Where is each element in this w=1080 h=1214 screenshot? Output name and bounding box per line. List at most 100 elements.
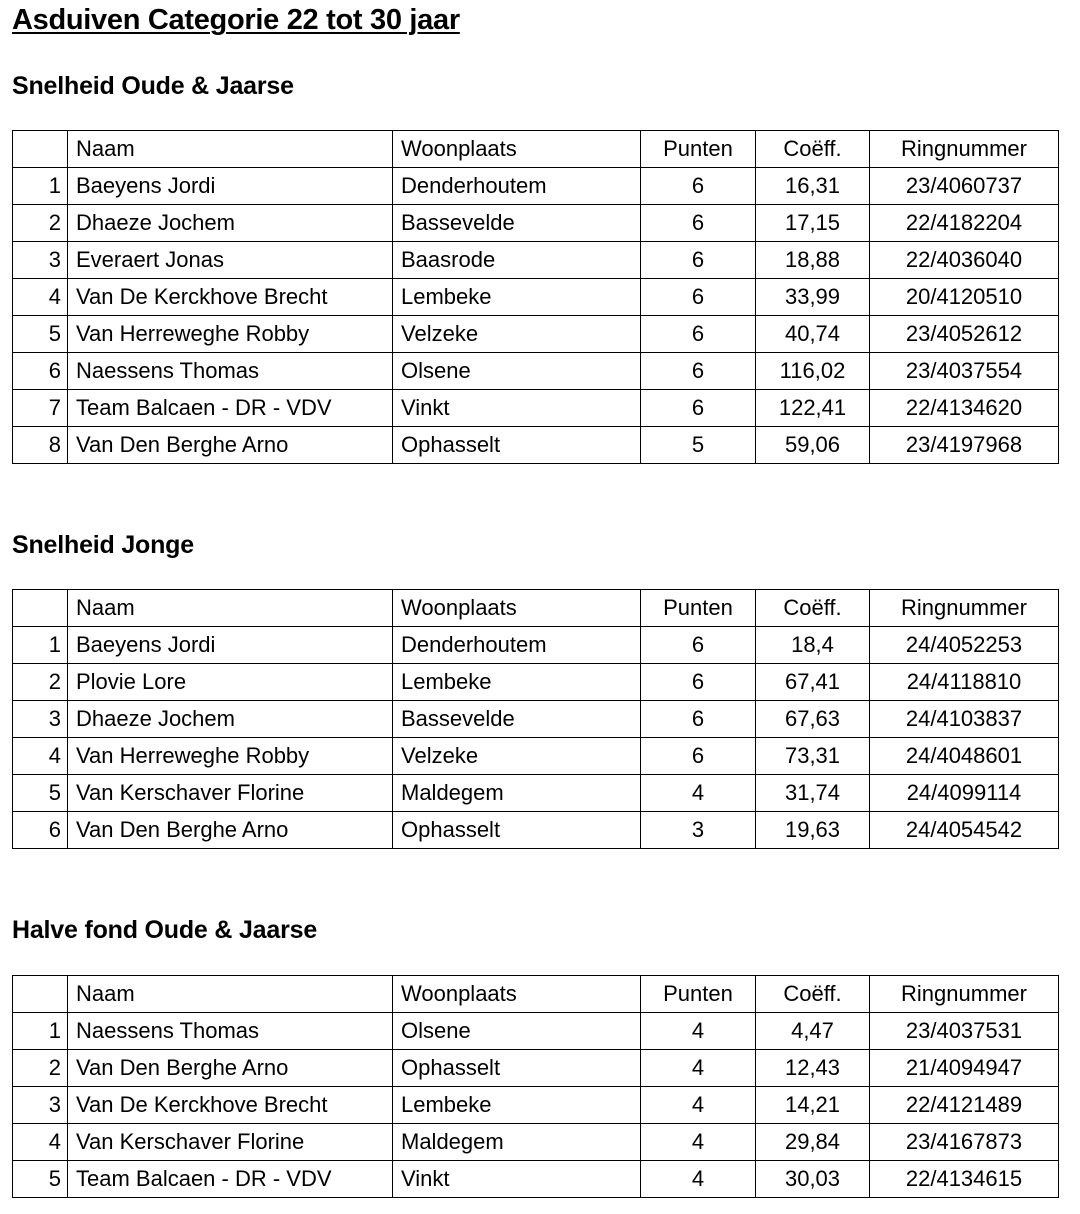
cell-ringnummer: 22/4134620: [869, 389, 1059, 427]
table-header-row: Naam Woonplaats Punten Coëff. Ringnummer: [12, 130, 1059, 168]
cell-naam: Baeyens Jordi: [67, 167, 393, 205]
column-header-naam: Naam: [67, 975, 393, 1013]
cell-ringnummer: 24/4054542: [869, 811, 1059, 849]
results-table: Naam Woonplaats Punten Coëff. Ringnummer 1 Nae…: [12, 975, 1059, 1198]
table-row: 2 Van Den Berghe Arno Ophasselt 4 12,43 21/40…: [12, 1049, 1059, 1087]
cell-coeff: 19,63: [755, 811, 870, 849]
column-header-ringnummer: Ringnummer: [869, 589, 1059, 627]
cell-rank: 2: [12, 663, 68, 701]
cell-punten: 6: [640, 352, 756, 390]
cell-ringnummer: 24/4118810: [869, 663, 1059, 701]
cell-naam: Naessens Thomas: [67, 352, 393, 390]
table-row: 6 Van Den Berghe Arno Ophasselt 3 19,63 24/40…: [12, 811, 1059, 849]
table-row: 2 Dhaeze Jochem Bassevelde 6 17,15 22/4182204: [12, 204, 1059, 242]
column-header-naam: Naam: [67, 589, 393, 627]
table-header-row: Naam Woonplaats Punten Coëff. Ringnummer: [12, 975, 1059, 1013]
cell-punten: 6: [640, 241, 756, 279]
cell-ringnummer: 22/4036040: [869, 241, 1059, 279]
column-header-rank: [12, 975, 68, 1013]
cell-punten: 4: [640, 1123, 756, 1161]
cell-naam: Van Den Berghe Arno: [67, 811, 393, 849]
column-header-rank: [12, 589, 68, 627]
cell-coeff: 29,84: [755, 1123, 870, 1161]
cell-rank: 4: [12, 278, 68, 316]
cell-woonplaats: Lembeke: [392, 663, 641, 701]
cell-naam: Dhaeze Jochem: [67, 700, 393, 738]
cell-woonplaats: Baasrode: [392, 241, 641, 279]
cell-punten: 4: [640, 774, 756, 812]
cell-woonplaats: Velzeke: [392, 315, 641, 353]
column-header-punten: Punten: [640, 589, 756, 627]
cell-naam: Van De Kerckhove Brecht: [67, 1086, 393, 1124]
cell-naam: Van Kerschaver Florine: [67, 1123, 393, 1161]
cell-rank: 1: [12, 626, 68, 664]
cell-punten: 4: [640, 1160, 756, 1198]
cell-naam: Dhaeze Jochem: [67, 204, 393, 242]
cell-punten: 4: [640, 1049, 756, 1087]
cell-ringnummer: 23/4197968: [869, 426, 1059, 464]
cell-naam: Everaert Jonas: [67, 241, 393, 279]
cell-woonplaats: Velzeke: [392, 737, 641, 775]
cell-coeff: 33,99: [755, 278, 870, 316]
cell-rank: 3: [12, 1086, 68, 1124]
table-row: 5 Van Kerschaver Florine Maldegem 4 31,74 24/…: [12, 774, 1059, 812]
cell-ringnummer: 23/4037531: [869, 1012, 1059, 1050]
cell-rank: 4: [12, 737, 68, 775]
cell-rank: 4: [12, 1123, 68, 1161]
cell-coeff: 59,06: [755, 426, 870, 464]
cell-coeff: 116,02: [755, 352, 870, 390]
cell-rank: 6: [12, 811, 68, 849]
cell-rank: 8: [12, 426, 68, 464]
cell-rank: 3: [12, 700, 68, 738]
cell-woonplaats: Vinkt: [392, 1160, 641, 1198]
cell-punten: 6: [640, 389, 756, 427]
cell-ringnummer: 24/4099114: [869, 774, 1059, 812]
cell-coeff: 14,21: [755, 1086, 870, 1124]
cell-punten: 6: [640, 315, 756, 353]
cell-coeff: 12,43: [755, 1049, 870, 1087]
cell-naam: Plovie Lore: [67, 663, 393, 701]
cell-punten: 4: [640, 1012, 756, 1050]
cell-naam: Van Den Berghe Arno: [67, 426, 393, 464]
table-row: 3 Everaert Jonas Baasrode 6 18,88 22/4036040: [12, 241, 1059, 279]
table-row: 2 Plovie Lore Lembeke 6 67,41 24/4118810: [12, 663, 1059, 701]
cell-rank: 2: [12, 1049, 68, 1087]
column-header-punten: Punten: [640, 975, 756, 1013]
cell-woonplaats: Maldegem: [392, 774, 641, 812]
cell-naam: Van De Kerckhove Brecht: [67, 278, 393, 316]
column-header-coeff: Coëff.: [755, 975, 870, 1013]
cell-naam: Team Balcaen - DR - VDV: [67, 1160, 393, 1198]
table-row: 8 Van Den Berghe Arno Ophasselt 5 59,06 23/41…: [12, 426, 1059, 464]
section-heading: Halve fond Oude & Jaarse: [12, 916, 318, 944]
cell-rank: 3: [12, 241, 68, 279]
cell-rank: 2: [12, 204, 68, 242]
column-header-coeff: Coëff.: [755, 589, 870, 627]
cell-coeff: 4,47: [755, 1012, 870, 1050]
cell-rank: 5: [12, 315, 68, 353]
table-row: 7 Team Balcaen - DR - VDV Vinkt 6 122,41 22/4…: [12, 389, 1059, 427]
cell-woonplaats: Ophasselt: [392, 811, 641, 849]
cell-coeff: 67,41: [755, 663, 870, 701]
cell-ringnummer: 24/4103837: [869, 700, 1059, 738]
cell-ringnummer: 23/4060737: [869, 167, 1059, 205]
table-row: 4 Van De Kerckhove Brecht Lembeke 6 33,99 20/…: [12, 278, 1059, 316]
cell-punten: 6: [640, 663, 756, 701]
cell-coeff: 18,4: [755, 626, 870, 664]
cell-coeff: 122,41: [755, 389, 870, 427]
cell-naam: Van Herreweghe Robby: [67, 315, 393, 353]
table-row: 5 Van Herreweghe Robby Velzeke 6 40,74 23/405…: [12, 315, 1059, 353]
cell-naam: Team Balcaen - DR - VDV: [67, 389, 393, 427]
results-table: Naam Woonplaats Punten Coëff. Ringnummer 1 Bae…: [12, 589, 1059, 849]
cell-punten: 3: [640, 811, 756, 849]
column-header-rank: [12, 130, 68, 168]
cell-ringnummer: 23/4167873: [869, 1123, 1059, 1161]
column-header-ringnummer: Ringnummer: [869, 975, 1059, 1013]
cell-woonplaats: Olsene: [392, 1012, 641, 1050]
cell-ringnummer: 23/4052612: [869, 315, 1059, 353]
cell-woonplaats: Bassevelde: [392, 204, 641, 242]
table-row: 3 Dhaeze Jochem Bassevelde 6 67,63 24/4103837: [12, 700, 1059, 738]
cell-rank: 6: [12, 352, 68, 390]
cell-coeff: 16,31: [755, 167, 870, 205]
cell-ringnummer: 24/4052253: [869, 626, 1059, 664]
cell-punten: 6: [640, 737, 756, 775]
